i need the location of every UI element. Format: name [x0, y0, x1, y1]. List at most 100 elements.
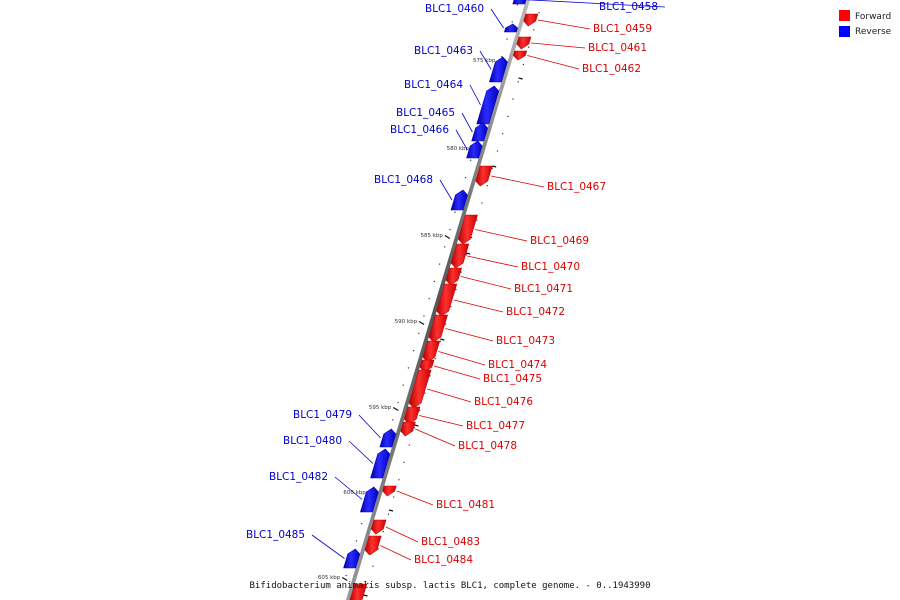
scale-tick-minor: [516, 4, 518, 6]
scale-tick-minor: [502, 133, 504, 135]
gene-arrow: [428, 314, 448, 343]
scale-tick-major: 585 kbp: [420, 233, 451, 240]
gene-blc1-0463[interactable]: BLC1_0463: [414, 45, 508, 83]
gene-arrow: [457, 214, 478, 245]
scale-tick-minor: [428, 298, 430, 300]
scale-tick-minor: [512, 98, 514, 100]
scale-tick-minor: [449, 228, 451, 231]
gene-label: BLC1_0480: [283, 435, 342, 447]
gene-arrow: [349, 583, 368, 600]
scale-tick-minor: [465, 254, 467, 256]
scale-tick-label: 585 kbp: [420, 233, 443, 239]
gene-leader-line: [453, 299, 504, 313]
gene-blc1-0469[interactable]: BLC1_0469: [457, 214, 589, 247]
gene-blc1-0461[interactable]: BLC1_0461: [516, 36, 647, 54]
gene-blc1-0466[interactable]: BLC1_0466: [390, 124, 483, 159]
gene-leader-line: [358, 414, 381, 439]
scale-tick-minor: [506, 38, 508, 40]
scale-tick-minor: [501, 55, 503, 58]
gene-blc1-0480[interactable]: BLC1_0480: [283, 435, 391, 479]
gene-arrow: [408, 369, 432, 409]
gene-blc1-0476[interactable]: BLC1_0476: [408, 369, 533, 409]
scale-tick-minor: [464, 177, 467, 179]
gene-blc1-0485[interactable]: BLC1_0485: [246, 529, 361, 569]
scale-tick-minor: [455, 288, 457, 290]
gene-blc1-0477[interactable]: BLC1_0477: [403, 406, 525, 432]
scale-tick-minor: [476, 219, 478, 221]
gene-blc1-0458[interactable]: BLC1_0458: [512, 0, 666, 13]
gene-arrow: [450, 243, 470, 269]
genome-axis: [346, 0, 530, 600]
legend-item-forward[interactable]: Forward: [839, 10, 891, 22]
gene-blc1-0484[interactable]: BLC1_0484: [364, 535, 473, 566]
gene-blc1-0478[interactable]: BLC1_0478: [400, 421, 517, 452]
gene-blc1-0481[interactable]: BLC1_0481: [382, 485, 495, 511]
gene-blc1-0462[interactable]: BLC1_0462: [513, 50, 641, 75]
scale-tick-label: 575 kbp: [473, 58, 496, 64]
scale-tick-label: 605 kbp: [318, 575, 341, 581]
gene-arrow: [419, 359, 435, 373]
gene-blc1-0473[interactable]: BLC1_0473: [428, 314, 555, 347]
scale-tick-minor: [454, 211, 456, 213]
gene-label: BLC1_0464: [404, 79, 463, 91]
gene-blc1-0482[interactable]: BLC1_0482: [269, 471, 379, 513]
scale-tick-major: 605 kbp: [318, 575, 348, 582]
gene-blc1-0479[interactable]: BLC1_0479: [293, 409, 397, 448]
scale-tick-major: 595 kbp: [369, 405, 399, 412]
gene-blc1-0474[interactable]: BLC1_0474: [422, 340, 547, 371]
scale-tick-minor: [470, 236, 473, 239]
gene-leader-line: [445, 328, 494, 342]
scale-tick-minor: [460, 271, 462, 273]
gene-label: BLC1_0467: [547, 181, 606, 193]
scale-tick-minor: [419, 409, 421, 412]
gene-arrow: [370, 519, 387, 535]
gene-blc1-0472[interactable]: BLC1_0472: [436, 283, 565, 318]
scale-tick-minor: [393, 496, 395, 498]
gene-leader-line: [385, 526, 419, 543]
gene-leader-line: [537, 19, 591, 30]
gene-label: BLC1_0473: [496, 335, 555, 347]
scale-tick-minor: [434, 358, 436, 360]
scale-tick-minor: [444, 246, 446, 248]
gene-blc1-0459[interactable]: BLC1_0459: [523, 13, 652, 35]
scale-tick-minor: [397, 401, 399, 404]
gene-arrow: [523, 13, 539, 27]
gene-label: BLC1_0474: [488, 359, 547, 371]
scale-tick-minor: [361, 523, 363, 525]
gene-blc1-0468[interactable]: BLC1_0468: [374, 174, 468, 211]
gene-arrow: [400, 421, 416, 437]
gene-leader-line: [419, 415, 464, 427]
gene-leader-line: [439, 179, 453, 201]
gene-blc1-0483[interactable]: BLC1_0483: [370, 519, 480, 548]
gene-label: BLC1_0462: [582, 63, 641, 75]
gene-blc1-0464[interactable]: BLC1_0464: [404, 79, 500, 125]
gene-arrow: [403, 406, 421, 425]
gene-label: BLC1_0470: [521, 261, 580, 273]
legend-item-reverse[interactable]: Reverse: [839, 26, 892, 37]
gene-leader-line: [479, 50, 492, 70]
gene-arrow: [370, 448, 391, 479]
scale-tick-minor: [507, 115, 509, 117]
gene-leader-line: [438, 351, 486, 366]
gene-partial[interactable]: [349, 583, 368, 600]
gene-arrow: [516, 36, 532, 50]
scale-tick-minor: [407, 367, 410, 369]
scale-tick-minor: [398, 479, 400, 481]
gene-leader-line: [348, 440, 374, 464]
gene-leader-line: [311, 534, 345, 559]
gene-leader-line: [427, 388, 472, 403]
scale-tick-minor: [423, 315, 425, 317]
gene-blc1-0471[interactable]: BLC1_0471: [445, 267, 573, 295]
gene-blc1-0475[interactable]: BLC1_0475: [419, 359, 542, 385]
scale-tick-minor: [372, 565, 374, 567]
legend-swatch-reverse: [839, 26, 850, 37]
scale-tick-right: [388, 509, 394, 512]
scale-tick-minor: [450, 306, 452, 308]
scale-tick-minor: [439, 340, 441, 342]
gene-blc1-0460[interactable]: BLC1_0460: [425, 3, 518, 33]
scale-tick-minor: [413, 427, 416, 429]
gene-label: BLC1_0465: [396, 107, 455, 119]
gene-blc1-0470[interactable]: BLC1_0470: [450, 243, 580, 273]
gene-blc1-0467[interactable]: BLC1_0467: [475, 165, 606, 193]
gene-leader-line: [475, 229, 528, 242]
